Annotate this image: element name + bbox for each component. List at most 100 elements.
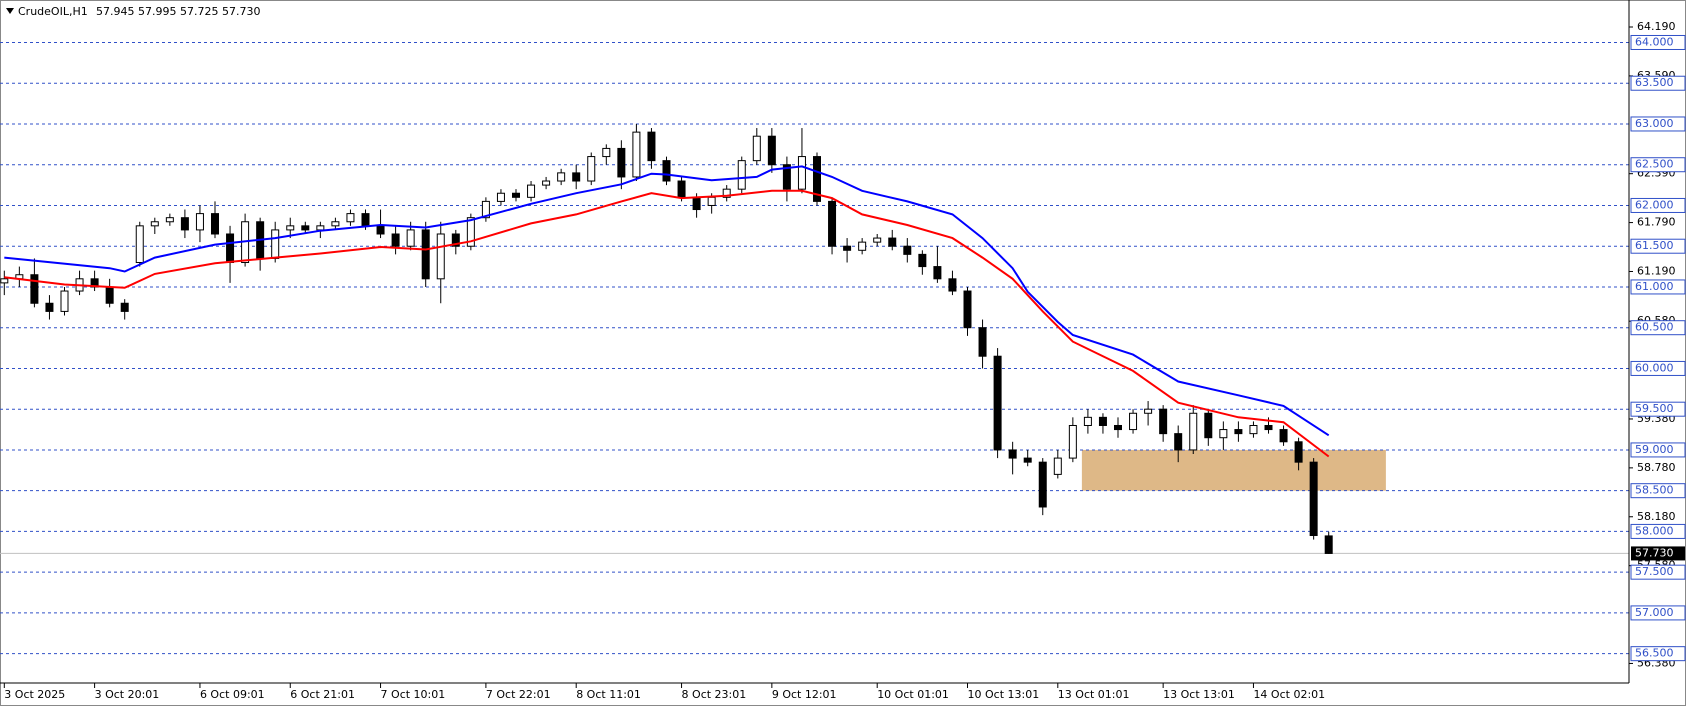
candle-body — [873, 237, 882, 243]
candle-body — [301, 225, 310, 231]
candle-body — [1219, 429, 1228, 439]
x-tick-label: 8 Oct 23:01 — [682, 688, 747, 701]
candle-body — [150, 221, 159, 227]
chart-title: CrudeOIL,H1 — [18, 5, 88, 18]
candle-body — [1309, 461, 1318, 537]
level-label: 62.500 — [1635, 158, 1674, 171]
level-label: 64.000 — [1635, 35, 1674, 48]
x-tick-label: 10 Oct 13:01 — [968, 688, 1040, 701]
level-label-box — [1630, 483, 1686, 499]
level-label: 57.500 — [1635, 565, 1674, 578]
menu-triangle[interactable] — [6, 8, 14, 14]
candle-body — [557, 172, 566, 182]
level-label: 60.000 — [1635, 361, 1674, 374]
candle-body — [451, 233, 460, 247]
candle-body — [30, 274, 39, 304]
y-tick-label: 64.190 — [1637, 20, 1676, 33]
candle-body — [1008, 449, 1017, 459]
candle-body — [752, 135, 761, 162]
level-label-box — [1630, 523, 1686, 539]
level-label: 61.500 — [1635, 239, 1674, 252]
candle-body — [286, 225, 295, 231]
candle-body — [135, 225, 144, 264]
candle-body — [782, 164, 791, 190]
level-label-box — [1630, 197, 1686, 213]
candle-body — [165, 217, 174, 223]
ohlc-info: 57.945 57.995 57.725 57.730 — [96, 5, 260, 18]
candle-body — [797, 156, 806, 190]
level-label: 61.000 — [1635, 280, 1674, 293]
candle-body — [858, 241, 867, 251]
candle-body — [707, 196, 716, 206]
x-tick-label: 6 Oct 09:01 — [200, 688, 265, 701]
level-label-box — [1630, 157, 1686, 173]
candle-body — [406, 229, 415, 247]
candle-body — [963, 290, 972, 329]
current-price-label: 57.730 — [1635, 546, 1674, 559]
candle-body — [542, 180, 551, 186]
x-tick-label: 14 Oct 02:01 — [1253, 688, 1325, 701]
candle-body — [421, 229, 430, 280]
level-label: 59.500 — [1635, 402, 1674, 415]
candle-body — [1068, 424, 1077, 459]
x-tick-label: 9 Oct 12:01 — [772, 688, 837, 701]
level-label-box — [1630, 75, 1686, 91]
moving-average — [4, 165, 1330, 437]
candle-body — [1144, 408, 1153, 414]
candle-body — [496, 192, 505, 202]
y-tick-label: 58.180 — [1637, 510, 1676, 523]
candle-body — [180, 217, 189, 231]
level-label: 57.000 — [1635, 606, 1674, 619]
level-label-box — [1630, 605, 1686, 621]
candle-body — [0, 278, 9, 284]
candle-body — [602, 147, 611, 158]
candle-body — [1324, 535, 1333, 554]
candle-body — [677, 180, 686, 198]
level-label-box — [1630, 320, 1686, 336]
level-label: 56.500 — [1635, 647, 1674, 660]
current-price-box — [1631, 546, 1685, 561]
level-label: 59.000 — [1635, 443, 1674, 456]
candle-body — [737, 160, 746, 190]
x-tick-label: 13 Oct 01:01 — [1058, 688, 1130, 701]
zone — [1081, 449, 1386, 491]
level-label: 63.000 — [1635, 117, 1674, 130]
candle-body — [587, 156, 596, 182]
level-label: 62.000 — [1635, 198, 1674, 211]
candle-body — [346, 213, 355, 223]
level-label-box — [1630, 646, 1686, 662]
candle-body — [105, 286, 114, 304]
candle-body — [828, 200, 837, 247]
candle-body — [722, 188, 731, 198]
candle-body — [120, 302, 129, 312]
candle-body — [993, 355, 1002, 451]
candle-body — [1279, 429, 1288, 443]
level-label: 63.500 — [1635, 76, 1674, 89]
candle-body — [436, 233, 445, 280]
candle-body — [1098, 416, 1107, 426]
candle-body — [933, 266, 942, 280]
candle-body — [391, 233, 400, 247]
candle-body — [1204, 412, 1213, 439]
moving-average — [4, 189, 1330, 458]
x-tick-label: 3 Oct 20:01 — [95, 688, 160, 701]
level-label-box — [1630, 401, 1686, 417]
candle-body — [903, 245, 912, 255]
candle-body — [226, 233, 235, 264]
x-tick-label: 7 Oct 22:01 — [486, 688, 551, 701]
candle-body — [692, 196, 701, 211]
x-tick-label: 7 Oct 10:01 — [381, 688, 446, 701]
y-tick-label: 61.190 — [1637, 264, 1676, 277]
candle-body — [617, 147, 626, 178]
y-tick-label: 58.780 — [1637, 461, 1676, 474]
candle-body — [948, 278, 957, 292]
candle-body — [918, 253, 927, 268]
candle-body — [572, 172, 581, 182]
x-tick-label: 13 Oct 13:01 — [1163, 688, 1235, 701]
x-tick-label: 8 Oct 11:01 — [576, 688, 641, 701]
level-label: 58.000 — [1635, 524, 1674, 537]
level-label-box — [1630, 238, 1686, 254]
level-label-box — [1630, 279, 1686, 295]
